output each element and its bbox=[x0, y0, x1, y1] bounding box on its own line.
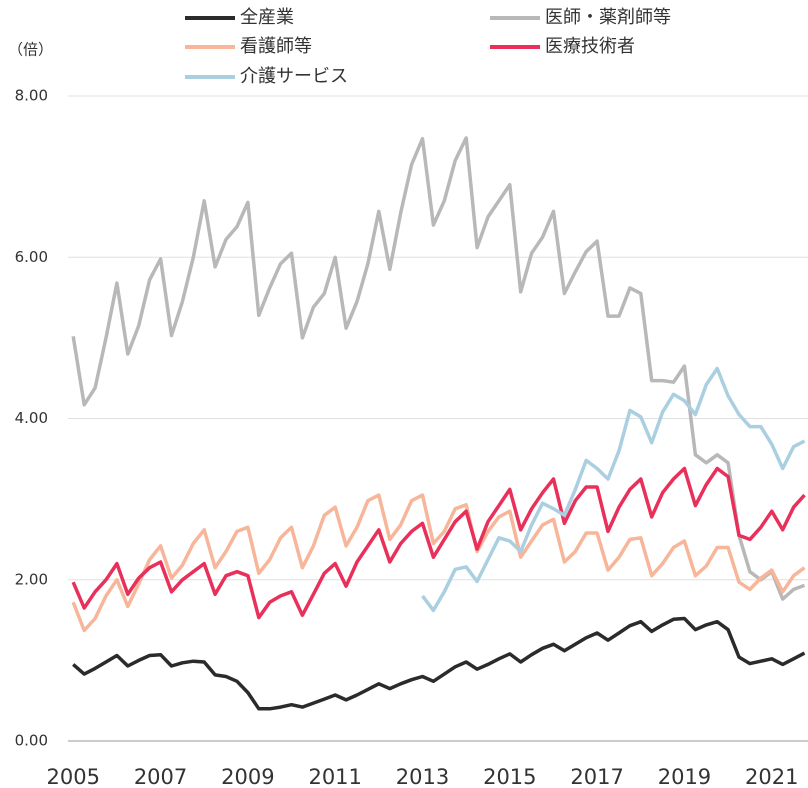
x-tick-label: 2015 bbox=[483, 765, 536, 788]
y-tick-label: 8.00 bbox=[15, 87, 48, 105]
legend-label: 全産業 bbox=[240, 7, 294, 28]
y-tick-label: 4.00 bbox=[15, 409, 48, 427]
x-tick-label: 2019 bbox=[658, 765, 711, 788]
x-tick-label: 2021 bbox=[745, 765, 798, 788]
x-tick-label: 2013 bbox=[396, 765, 449, 788]
x-tick-label: 2005 bbox=[47, 765, 100, 788]
x-tick-label: 2011 bbox=[308, 765, 361, 788]
legend-label: 医療技術者 bbox=[545, 36, 635, 57]
y-tick-label: 6.00 bbox=[15, 248, 48, 266]
series-line bbox=[71, 136, 806, 601]
y-tick-label: 2.00 bbox=[15, 570, 48, 588]
series-line bbox=[71, 493, 806, 633]
x-tick-label: 2009 bbox=[221, 765, 274, 788]
legend-label: 介護サービス bbox=[240, 66, 348, 87]
y-unit-label: （倍） bbox=[8, 41, 53, 59]
series-line bbox=[72, 616, 806, 711]
x-tick-label: 2007 bbox=[134, 765, 187, 788]
series-line bbox=[71, 466, 806, 620]
x-tick-label: 2017 bbox=[570, 765, 623, 788]
y-tick-label: 0.00 bbox=[15, 732, 48, 750]
legend-label: 医師・薬剤師等 bbox=[545, 7, 671, 28]
series-line bbox=[421, 366, 806, 613]
legend-label: 看護師等 bbox=[240, 36, 312, 57]
